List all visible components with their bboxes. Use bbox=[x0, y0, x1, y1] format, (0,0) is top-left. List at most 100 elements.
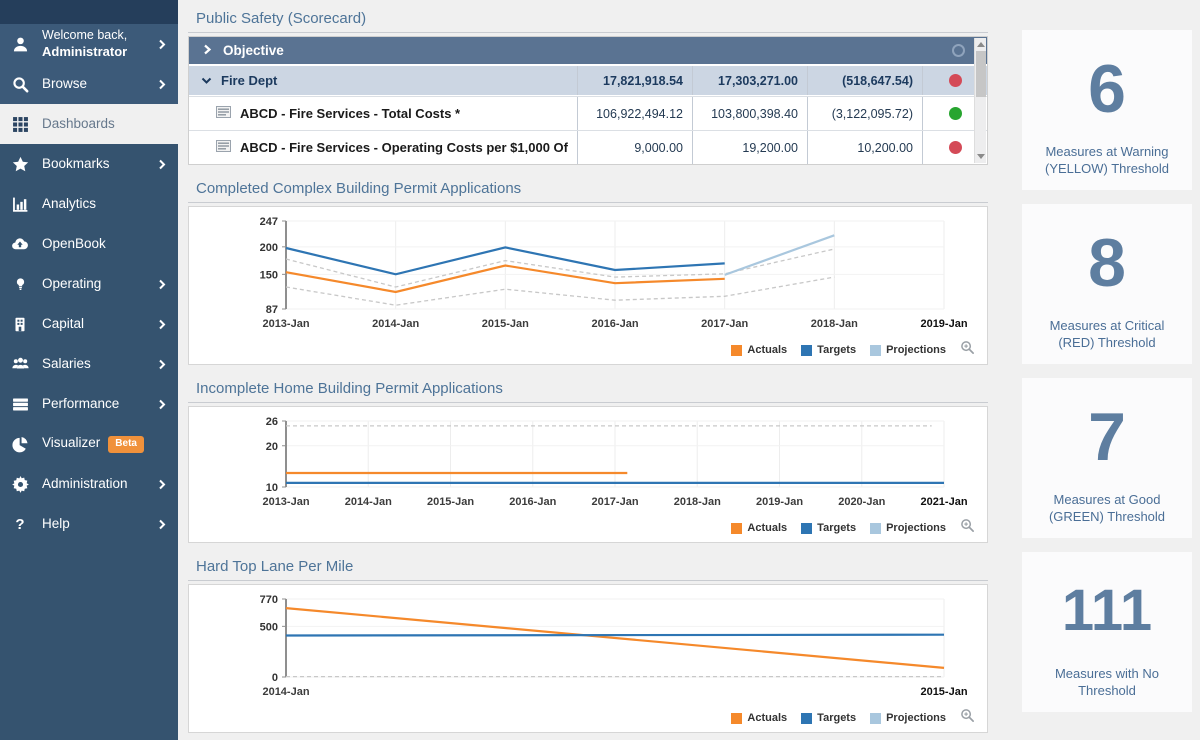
question-icon: ? bbox=[15, 515, 25, 533]
status-dot bbox=[948, 74, 962, 87]
svg-text:2018-Jan: 2018-Jan bbox=[674, 496, 721, 508]
legend-swatch bbox=[870, 344, 882, 356]
search-icon bbox=[10, 76, 30, 93]
gear-icon bbox=[10, 475, 30, 493]
card-label: Measures at Warning (YELLOW) Threshold bbox=[1044, 144, 1170, 177]
sidebar-item-administration[interactable]: Administration bbox=[0, 464, 178, 504]
sidebar-item-label: Analytics bbox=[42, 195, 97, 211]
sidebar-item-label: Operating bbox=[42, 275, 102, 291]
svg-text:2015-Jan: 2015-Jan bbox=[427, 496, 474, 508]
sidebar-item-dashboards[interactable]: Dashboards bbox=[0, 104, 178, 144]
legend-item: Targets bbox=[801, 344, 856, 356]
row-value: 19,200.00 bbox=[692, 131, 807, 164]
svg-text:2017-Jan: 2017-Jan bbox=[701, 318, 748, 330]
scorecard-title: Public Safety (Scorecard) bbox=[188, 10, 988, 33]
card-value: 7 bbox=[1088, 399, 1126, 476]
card-good-threshold: 7 Measures at Good (GREEN) Threshold bbox=[1022, 378, 1192, 538]
row-value: 10,200.00 bbox=[807, 131, 922, 164]
measure-icon bbox=[216, 106, 231, 121]
svg-text:2019-Jan: 2019-Jan bbox=[920, 318, 967, 330]
table-row-fire-dept[interactable]: Fire Dept 17,821,918.54 17,303,271.00 (5… bbox=[189, 66, 987, 96]
sidebar-item-operating[interactable]: Operating bbox=[0, 264, 178, 304]
legend-item: Projections bbox=[870, 344, 946, 356]
line-chart: 2013-Jan 2014-Jan 2015-Jan 2016-Jan 2017-Jan… bbox=[189, 213, 979, 340]
sidebar-item-label: Dashboards bbox=[42, 115, 115, 131]
sidebar-item-help[interactable]: ? Help bbox=[0, 504, 178, 544]
dashboard-column: Public Safety (Scorecard) Objective Fire… bbox=[188, 10, 988, 733]
svg-text:500: 500 bbox=[260, 621, 278, 633]
legend-item: Targets bbox=[801, 712, 856, 724]
card-label: Measures at Good (GREEN) Threshold bbox=[1048, 492, 1166, 525]
chart-title: Completed Complex Building Permit Applic… bbox=[188, 180, 988, 203]
main-content: Public Safety (Scorecard) Objective Fire… bbox=[178, 0, 988, 740]
legend-swatch bbox=[801, 712, 813, 724]
table-row-measure[interactable]: ABCD - Fire Services - Operating Costs p… bbox=[189, 130, 987, 164]
row-label: ABCD - Fire Services - Operating Costs p… bbox=[240, 140, 568, 155]
svg-text:2016-Jan: 2016-Jan bbox=[509, 496, 556, 508]
svg-text:150: 150 bbox=[260, 269, 278, 281]
scrollbar-thumb[interactable] bbox=[976, 51, 986, 97]
bar-chart-icon bbox=[10, 196, 30, 213]
legend-item: Projections bbox=[870, 712, 946, 724]
sidebar-item-capital[interactable]: Capital bbox=[0, 304, 178, 344]
svg-text:10: 10 bbox=[266, 482, 278, 494]
sidebar-item-label: Salaries bbox=[42, 355, 91, 371]
zoom-icon[interactable] bbox=[960, 518, 975, 538]
line-chart: 2013-Jan 2014-Jan 2015-Jan 2016-Jan 2017-Jan… bbox=[189, 413, 979, 518]
svg-text:200: 200 bbox=[260, 242, 278, 254]
user-name: Administrator bbox=[42, 44, 128, 59]
sidebar-top-strip bbox=[0, 0, 178, 24]
sidebar-item-bookmarks[interactable]: Bookmarks bbox=[0, 144, 178, 184]
scorecard-header-row[interactable]: Objective bbox=[189, 37, 987, 66]
sidebar-item-visualizer[interactable]: Visualizer Beta bbox=[0, 424, 178, 464]
sidebar-item-salaries[interactable]: Salaries bbox=[0, 344, 178, 384]
chart-legend: Actuals Targets Projections bbox=[189, 708, 979, 728]
row-value: 9,000.00 bbox=[577, 131, 692, 164]
user-icon bbox=[10, 36, 30, 53]
rows-icon bbox=[10, 396, 30, 413]
sidebar-item-performance[interactable]: Performance bbox=[0, 384, 178, 424]
legend-item: Actuals bbox=[731, 712, 787, 724]
sidebar-item-browse[interactable]: Browse bbox=[0, 64, 178, 104]
table-row-measure[interactable]: ABCD - Fire Services - Total Costs * 106… bbox=[189, 96, 987, 130]
svg-text:770: 770 bbox=[260, 594, 278, 606]
chevron-right-icon bbox=[158, 39, 166, 50]
row-value: (518,647.54) bbox=[807, 66, 922, 95]
scroll-up-arrow[interactable] bbox=[977, 42, 985, 47]
status-column-icon bbox=[952, 44, 965, 57]
measure-icon bbox=[216, 140, 231, 155]
svg-text:2018-Jan: 2018-Jan bbox=[811, 318, 858, 330]
svg-text:2015-Jan: 2015-Jan bbox=[482, 318, 529, 330]
card-no-threshold: 111 Measures with No Threshold bbox=[1022, 552, 1192, 712]
chevron-right-icon bbox=[158, 279, 166, 290]
grid-icon bbox=[10, 116, 30, 133]
zoom-icon[interactable] bbox=[960, 340, 975, 360]
svg-text:247: 247 bbox=[260, 216, 278, 228]
chart-panel: 2013-Jan 2014-Jan 2015-Jan 2016-Jan 2017-Jan… bbox=[188, 406, 988, 543]
svg-text:2013-Jan: 2013-Jan bbox=[262, 496, 309, 508]
sidebar-item-openbook[interactable]: OpenBook bbox=[0, 224, 178, 264]
scroll-down-arrow[interactable] bbox=[977, 154, 985, 159]
sidebar-item-label: Visualizer bbox=[42, 435, 101, 451]
chevron-right-icon bbox=[158, 359, 166, 370]
row-value: 17,303,271.00 bbox=[692, 66, 807, 95]
sidebar-item-user[interactable]: Welcome back, Administrator bbox=[0, 24, 178, 64]
sidebar-item-analytics[interactable]: Analytics bbox=[0, 184, 178, 224]
svg-text:2017-Jan: 2017-Jan bbox=[591, 496, 638, 508]
line-chart: 2014-Jan 2015-Jan 0 500 770 bbox=[189, 591, 979, 708]
zoom-icon[interactable] bbox=[960, 708, 975, 728]
chevron-right-icon bbox=[158, 319, 166, 330]
svg-text:2020-Jan: 2020-Jan bbox=[838, 496, 885, 508]
chevron-down-icon[interactable] bbox=[201, 73, 212, 88]
svg-text:2016-Jan: 2016-Jan bbox=[591, 318, 638, 330]
threshold-cards-column: 6 Measures at Warning (YELLOW) Threshold… bbox=[988, 0, 1200, 740]
svg-text:2014-Jan: 2014-Jan bbox=[345, 496, 392, 508]
table-scrollbar[interactable] bbox=[974, 38, 986, 163]
svg-text:2014-Jan: 2014-Jan bbox=[372, 318, 419, 330]
legend-swatch bbox=[731, 522, 743, 534]
svg-text:2014-Jan: 2014-Jan bbox=[262, 686, 309, 698]
sidebar-item-label: Capital bbox=[42, 315, 85, 331]
cloud-upload-icon bbox=[10, 236, 30, 253]
legend-item: Actuals bbox=[731, 522, 787, 534]
legend-item: Actuals bbox=[731, 344, 787, 356]
